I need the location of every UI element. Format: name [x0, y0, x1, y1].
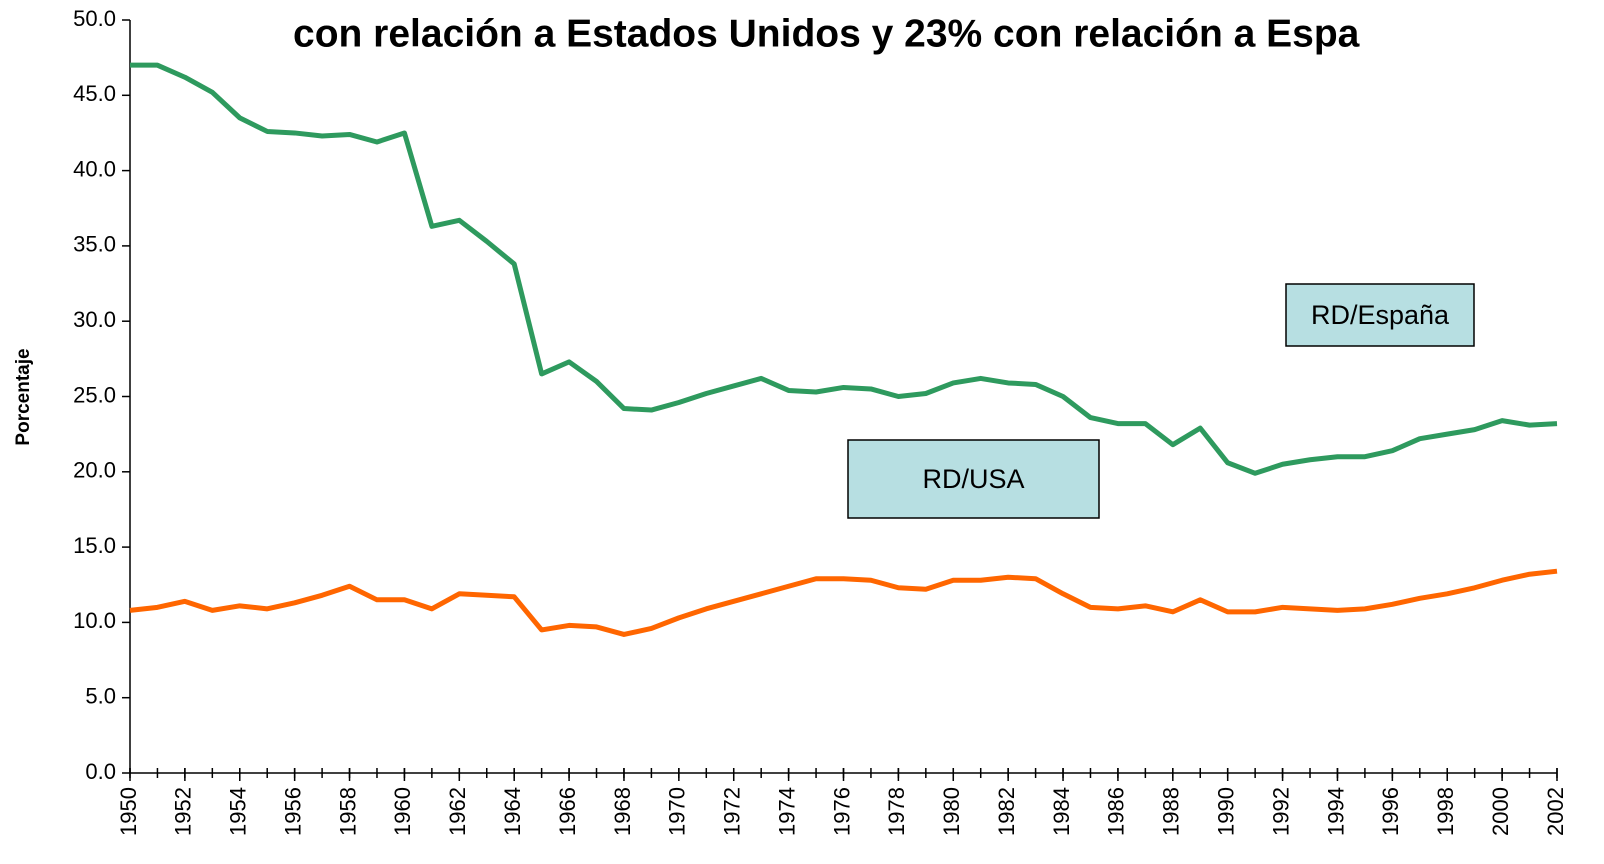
x-tick-label: 1970 [665, 787, 690, 836]
x-tick-label: 1974 [774, 787, 799, 836]
y-tick-label: 10.0 [73, 608, 116, 633]
x-tick-label: 1986 [1104, 787, 1129, 836]
x-tick-label: 2002 [1543, 787, 1568, 836]
y-tick-label: 50.0 [73, 6, 116, 31]
x-tick-label: 1990 [1214, 787, 1239, 836]
x-tick-label: 1994 [1323, 787, 1348, 836]
y-tick-label: 45.0 [73, 81, 116, 106]
y-tick-label: 35.0 [73, 232, 116, 257]
x-tick-label: 1966 [555, 787, 580, 836]
series-label: RD/USA [922, 464, 1024, 494]
x-tick-label: 1952 [171, 787, 196, 836]
series-label-box [1285, 283, 1475, 347]
x-tick-label: 1982 [994, 787, 1019, 836]
x-tick-label: 1992 [1268, 787, 1293, 836]
x-tick-label: 1972 [720, 787, 745, 836]
x-tick-label: 1984 [1049, 787, 1074, 836]
y-tick-label: 20.0 [73, 458, 116, 483]
x-tick-label: 1960 [390, 787, 415, 836]
x-tick-label: 1964 [500, 787, 525, 836]
y-tick-label: 5.0 [85, 684, 116, 709]
x-tick-label: 1988 [1159, 787, 1184, 836]
x-tick-label: 1962 [445, 787, 470, 836]
x-tick-label: 1998 [1433, 787, 1458, 836]
y-tick-label: 40.0 [73, 156, 116, 181]
x-tick-label: 1956 [280, 787, 305, 836]
y-tick-label: 15.0 [73, 533, 116, 558]
y-tick-label: 0.0 [85, 759, 116, 784]
y-tick-label: 25.0 [73, 382, 116, 407]
x-tick-label: 1968 [610, 787, 635, 836]
chart-title: con relación a Estados Unidos y 23% con … [293, 12, 1360, 55]
series-label: RD/España [1311, 300, 1450, 330]
x-tick-label: 1958 [335, 787, 360, 836]
x-tick-label: 2000 [1488, 787, 1513, 836]
x-tick-label: 1976 [829, 787, 854, 836]
x-tick-label: 1980 [939, 787, 964, 836]
x-tick-label: 1954 [226, 787, 251, 836]
x-tick-label: 1978 [884, 787, 909, 836]
x-tick-label: 1950 [116, 787, 141, 836]
series-line [129, 568, 1558, 637]
y-axis-label: Porcentaje [13, 348, 34, 445]
x-tick-label: 1996 [1378, 787, 1403, 836]
series-label-box [847, 439, 1100, 519]
y-tick-label: 30.0 [73, 307, 116, 332]
series-line [130, 62, 1558, 476]
